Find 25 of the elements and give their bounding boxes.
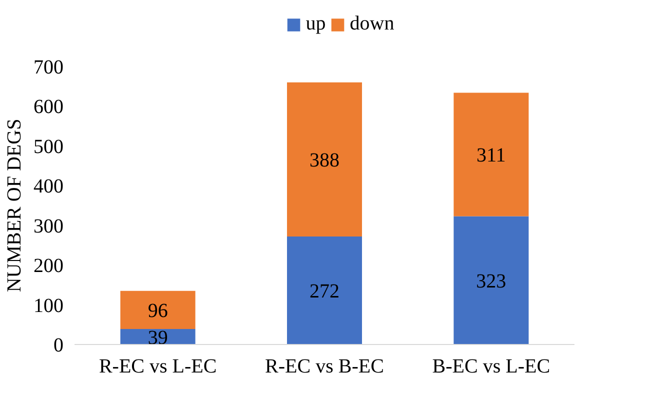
y-tick-label: 300: [34, 215, 64, 238]
legend-label: up: [306, 12, 326, 36]
y-tick-label: 200: [34, 255, 64, 278]
data-label: 272: [310, 280, 340, 302]
data-label: 388: [310, 149, 340, 172]
y-tick-label: 500: [34, 136, 64, 158]
data-label: 39: [148, 326, 168, 349]
bar: [454, 216, 529, 344]
x-tick-label: B-EC vs L-EC: [432, 356, 550, 378]
bar: [287, 236, 362, 344]
data-label: 323: [476, 270, 506, 292]
legend-label: down: [350, 12, 394, 36]
x-tick-label: R-EC vs B-EC: [265, 356, 384, 378]
bar: [120, 290, 196, 330]
bar: [454, 92, 529, 216]
y-tick-label: 600: [34, 96, 64, 118]
y-axis-title: NUMBER OF DEGS: [4, 118, 26, 292]
x-tick-label: R-EC vs L-EC: [98, 356, 217, 378]
y-tick-label: 100: [34, 294, 64, 317]
y-tick-label: 400: [34, 176, 64, 198]
bar: [287, 82, 362, 236]
y-tick-label: 700: [34, 56, 64, 78]
y-tick-label: 0: [54, 334, 64, 356]
data-label: 96: [148, 300, 168, 322]
data-label: 311: [476, 144, 506, 166]
